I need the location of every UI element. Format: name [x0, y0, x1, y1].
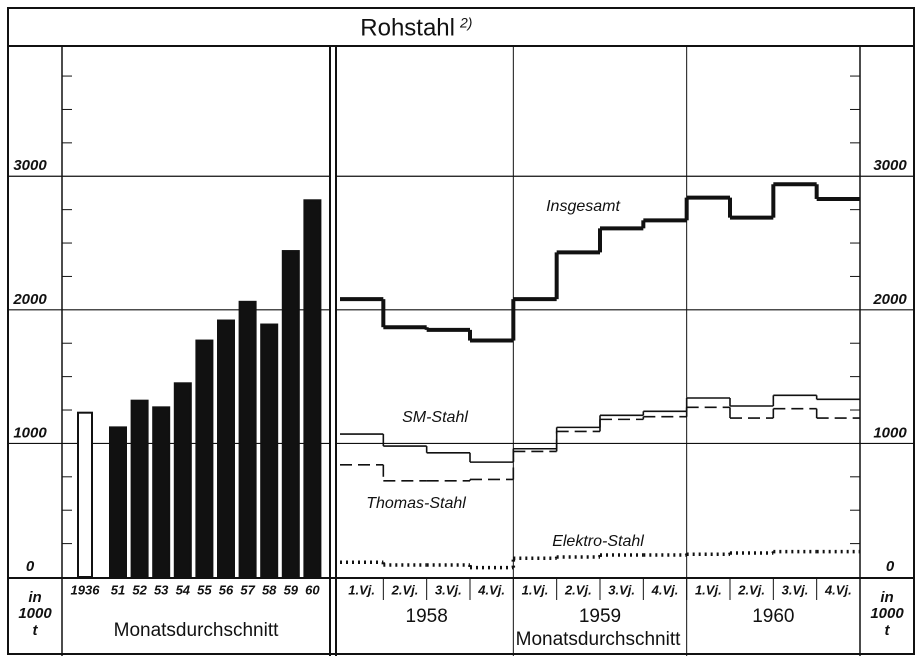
x-tick-label: 4.Vj. — [651, 582, 679, 597]
x-tick-label: 3.Vj. — [435, 582, 462, 597]
unit-label: in — [880, 589, 893, 606]
x-tick-label: 4.Vj. — [477, 582, 505, 597]
bar — [260, 323, 279, 579]
y-tick-label: 1000 — [873, 424, 907, 441]
series-label: SM-Stahl — [402, 409, 468, 426]
x-tick-label: 1.Vj. — [522, 582, 549, 597]
x-tick-label: 2.Vj. — [737, 582, 765, 597]
unit-label: in — [28, 589, 41, 606]
series-label: Insgesamt — [546, 198, 620, 215]
bar — [303, 199, 322, 579]
series-label: Thomas-Stahl — [366, 495, 466, 512]
x-tick-label: 2.Vj. — [564, 582, 592, 597]
y-tick-label: 2000 — [12, 291, 47, 308]
title-note: 2) — [459, 15, 472, 31]
y-tick-label: 3000 — [13, 157, 47, 174]
unit-label: t — [33, 622, 39, 639]
x-tick-label: 51 — [111, 582, 125, 597]
x-tick-label: 53 — [154, 582, 169, 597]
x-tick-label: 55 — [197, 582, 212, 597]
x-tick-label: 56 — [219, 582, 234, 597]
x-tick-label: 52 — [132, 582, 147, 597]
x-tick-label: 1.Vj. — [695, 582, 722, 597]
x-tick-label: 54 — [176, 582, 191, 597]
y-tick-label: 2000 — [872, 291, 907, 308]
frame — [7, 7, 915, 655]
x-tick-label: 1936 — [71, 582, 101, 597]
bar — [130, 399, 149, 579]
x-tick-label: 3.Vj. — [608, 582, 635, 597]
bar — [281, 250, 300, 578]
x-tick-label: 1.Vj. — [348, 582, 375, 597]
y-tick-label: 3000 — [873, 157, 907, 174]
x-tick-label: 58 — [262, 582, 277, 597]
x-tick-label: 2.Vj. — [391, 582, 419, 597]
unit-label: t — [885, 622, 891, 639]
y-tick-label: 0 — [26, 558, 35, 575]
group-label: 1959 — [579, 606, 621, 627]
x-tick-label: 59 — [284, 582, 299, 597]
x-tick-label: 4.Vj. — [824, 582, 852, 597]
chart-title: Rohstahl — [360, 14, 455, 41]
bar — [217, 319, 235, 578]
y-tick-label: 1000 — [13, 424, 47, 441]
unit-label: 1000 — [870, 605, 904, 622]
x-tick-label: 57 — [240, 582, 255, 597]
group-label: 1958 — [406, 606, 448, 627]
x-tick-label: 3.Vj. — [782, 582, 809, 597]
y-tick-label: 0 — [886, 558, 895, 575]
series-label: Elektro-Stahl — [552, 533, 644, 550]
bar — [238, 300, 257, 578]
unit-label: 1000 — [18, 605, 52, 622]
x-axis-label: Monatsdurchschnitt — [114, 620, 279, 641]
bar — [152, 406, 171, 578]
bar — [195, 339, 214, 578]
x-axis-label: Monatsdurchschnitt — [516, 629, 681, 650]
x-tick-label: 60 — [305, 582, 320, 597]
bar — [109, 426, 127, 579]
group-label: 1960 — [752, 606, 794, 627]
bar — [77, 411, 93, 578]
bar — [173, 382, 192, 578]
